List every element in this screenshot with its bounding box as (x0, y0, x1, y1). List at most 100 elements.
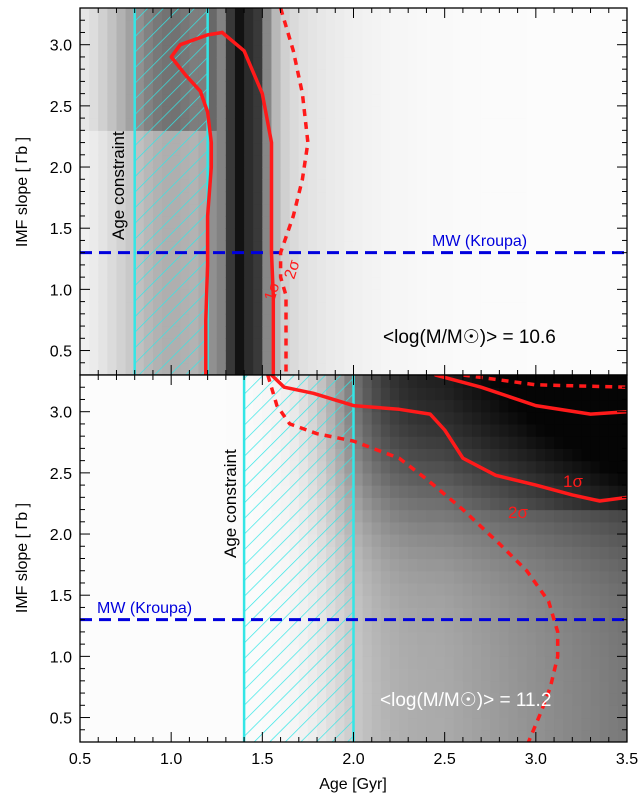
heatmap-cell (89, 44, 99, 58)
heatmap-cell (572, 411, 583, 425)
heatmap-cell (244, 130, 254, 144)
heatmap-cell (171, 644, 181, 657)
heatmap-cell (80, 93, 90, 107)
heatmap-cell (116, 705, 127, 719)
heatmap-cell (572, 631, 583, 645)
heatmap-cell (544, 215, 555, 229)
heatmap-cell (490, 105, 500, 119)
heatmap-cell (399, 203, 409, 217)
heatmap-cell (435, 350, 446, 364)
heatmap-cell (380, 399, 391, 413)
heatmap-cell (590, 607, 601, 621)
heatmap-cell (417, 644, 428, 657)
heatmap-cell (307, 338, 318, 352)
heatmap-cell (125, 680, 136, 694)
heatmap-cell (389, 93, 400, 107)
heatmap-cell (408, 436, 418, 449)
heatmap-cell (307, 191, 318, 205)
heatmap-cell (517, 423, 528, 437)
heatmap-cell (125, 411, 136, 425)
heatmap-cell (389, 338, 400, 352)
y-tick-label: 1.0 (50, 649, 72, 666)
heatmap-cell (344, 105, 355, 119)
heatmap-cell (107, 118, 118, 131)
heatmap-cell (216, 631, 227, 645)
heatmap-cell (80, 509, 90, 523)
heatmap-cell (563, 130, 573, 144)
heatmap-cell (253, 130, 263, 144)
heatmap-cell (98, 570, 108, 584)
heatmap-cell (152, 460, 163, 474)
heatmap-cell (134, 497, 145, 511)
heatmap-cell (426, 20, 437, 34)
heatmap-cell (408, 277, 418, 290)
heatmap-cell (344, 179, 355, 193)
heatmap-cell (617, 338, 627, 352)
heatmap-cell (389, 619, 400, 633)
heatmap-cell (508, 167, 519, 180)
heatmap-cell (590, 485, 601, 498)
heatmap-cell (572, 154, 583, 168)
heatmap-cell (207, 717, 218, 731)
heatmap-cell (107, 595, 118, 609)
heatmap-cell (198, 423, 209, 437)
age-constraint-label-bottom: Age constraint (221, 449, 240, 558)
heatmap-cell (171, 582, 181, 596)
heatmap-cell (380, 668, 391, 682)
heatmap-cell (426, 656, 437, 670)
heatmap-cell (399, 485, 409, 498)
heatmap-cell (472, 387, 482, 401)
heatmap-cell (116, 509, 127, 523)
heatmap-cell (453, 497, 464, 511)
heatmap-cell (444, 472, 455, 486)
heatmap-cell (408, 631, 418, 645)
heatmap-cell (472, 668, 482, 682)
heatmap-cell (462, 411, 473, 425)
heatmap-cell (444, 93, 455, 107)
heatmap-cell (198, 705, 209, 719)
heatmap-cell (462, 240, 473, 254)
heatmap-cell (307, 301, 318, 315)
heatmap-cell (526, 570, 537, 584)
heatmap-cell (417, 350, 428, 364)
heatmap-cell (271, 362, 282, 375)
heatmap-cell (399, 8, 409, 21)
heatmap-cell (234, 631, 245, 645)
heatmap-cell (362, 350, 373, 364)
heatmap-cell (499, 240, 510, 254)
heatmap-cell (554, 142, 564, 156)
heatmap-cell (80, 668, 90, 682)
heatmap-cell (162, 375, 172, 388)
heatmap-cell (125, 228, 136, 242)
heatmap-cell (371, 546, 382, 560)
heatmap-cell (499, 252, 510, 266)
heatmap-cell (581, 582, 592, 596)
heatmap-cell (535, 436, 546, 449)
heatmap-cell (481, 289, 491, 303)
heatmap-cell (554, 277, 564, 290)
heatmap-cell (563, 81, 573, 95)
heatmap-cell (244, 203, 254, 217)
heatmap-cell (435, 595, 446, 609)
heatmap-cell (535, 680, 546, 694)
heatmap-cell (499, 423, 510, 437)
heatmap-cell (599, 105, 610, 119)
heatmap-cell (107, 448, 118, 462)
heatmap-cell (517, 44, 528, 58)
x-tick-label: 0.5 (69, 751, 91, 768)
heatmap-cell (426, 301, 437, 315)
heatmap-cell (435, 81, 446, 95)
heatmap-cell (344, 130, 355, 144)
heatmap-cell (563, 69, 573, 82)
heatmap-cell (353, 644, 364, 657)
heatmap-cell (134, 423, 145, 437)
heatmap-cell (408, 203, 418, 217)
heatmap-cell (289, 362, 300, 375)
heatmap-cell (554, 301, 564, 315)
heatmap-cell (234, 313, 245, 327)
heatmap-cell (481, 729, 491, 742)
heatmap-cell (371, 509, 382, 523)
heatmap-cell (280, 252, 291, 266)
heatmap-cell (408, 717, 418, 731)
heatmap-cell (554, 656, 564, 670)
